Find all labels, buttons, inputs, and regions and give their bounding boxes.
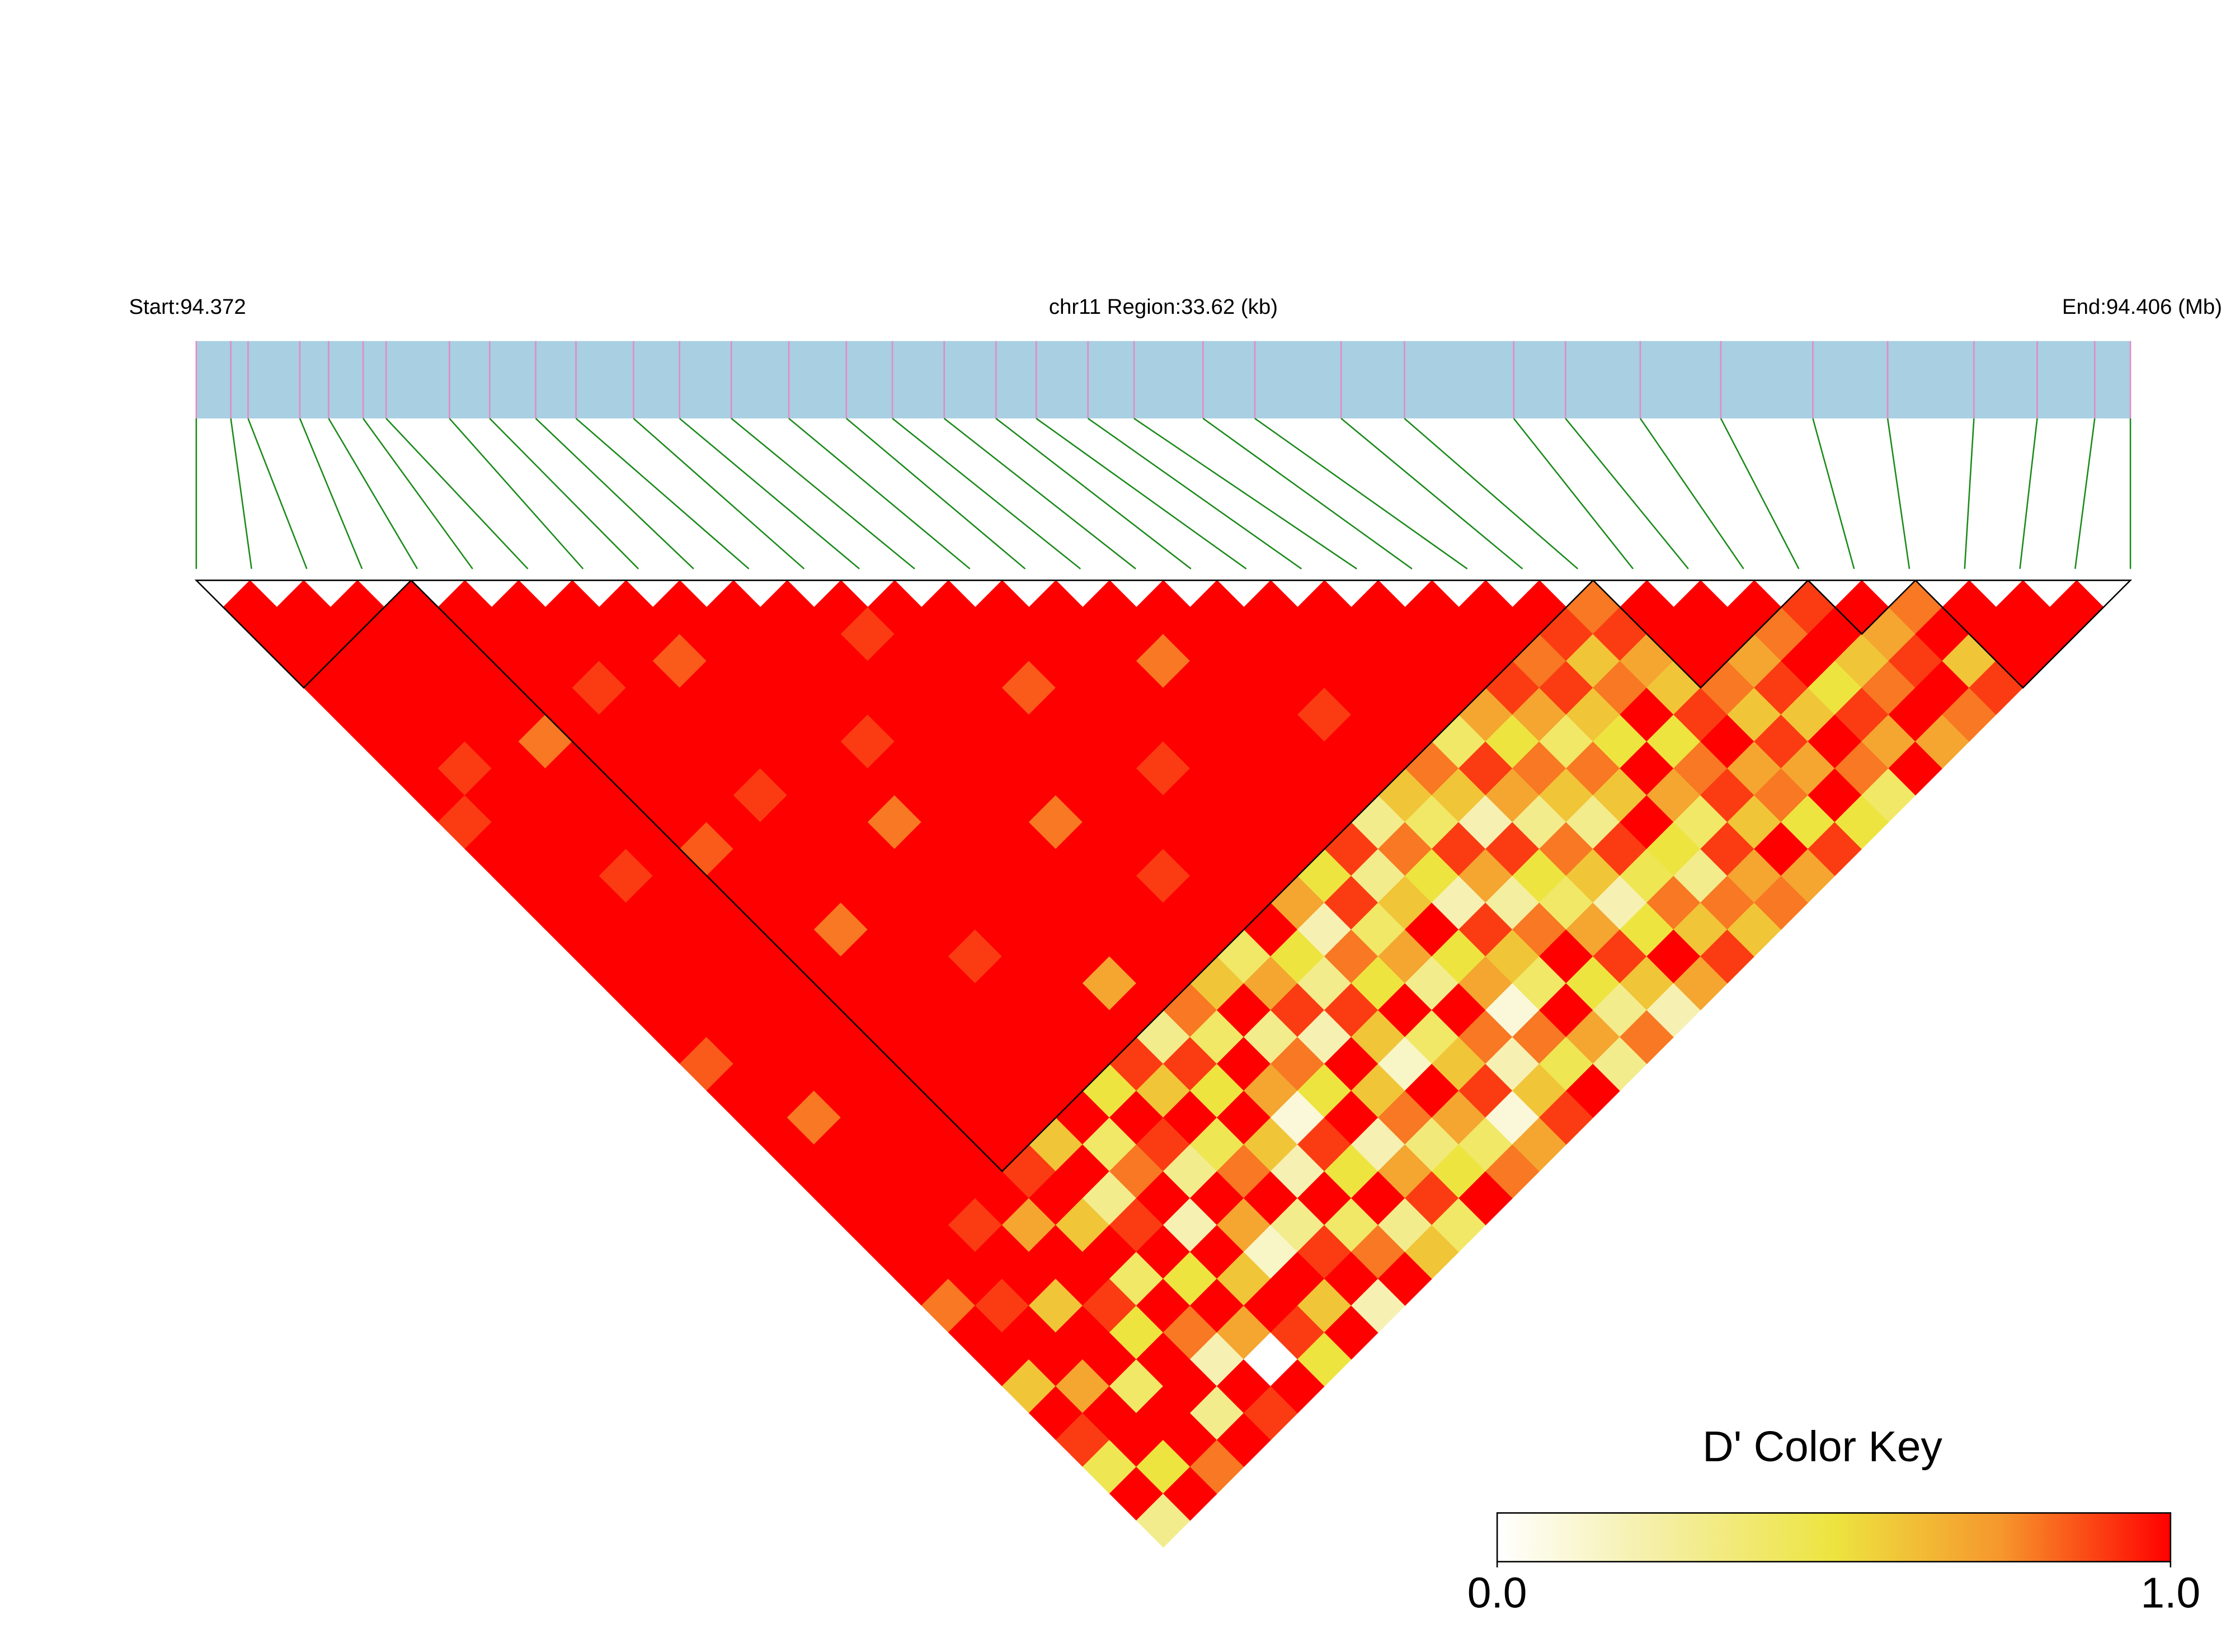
snp-connector [449,418,584,570]
ld-matrix [223,580,2104,1548]
snp-connector [1565,418,1689,570]
snp-connector [1964,418,1975,569]
snp-connector [1254,417,1468,570]
ld-block [1591,580,1810,689]
key-tick-label: 1.0 [2140,1569,2200,1617]
snp-connector [995,417,1192,570]
color-key [1496,1512,2172,1562]
snp-connector [575,417,750,570]
region-bar [196,341,2131,418]
snp-connector [1133,417,1357,570]
key-title: D' Color Key [1702,1423,1942,1471]
end-label: End:94.406 (Mb) [2062,295,2222,319]
snp-connector [1513,418,1634,570]
snp-connector [247,418,308,570]
snp-connector [1812,418,1855,570]
start-label: Start:94.372 [129,295,246,319]
ld-block [1806,580,1918,636]
snp-connector [1720,418,1800,570]
snp-connector [1036,417,1247,570]
snp-connector [230,418,252,569]
snp-connector [2019,418,2038,569]
snp-connector [1404,417,1579,570]
region-label: chr11 Region:33.62 (kb) [1049,295,1278,319]
key-tick-label: 0.0 [1467,1569,1527,1617]
ld-block [409,580,1595,1173]
snp-connector [489,418,639,570]
snp-connector [2074,418,2096,569]
snp-connector [846,417,1026,570]
ld-block [194,580,413,689]
snp-connector [943,417,1136,570]
snp-connector [679,417,860,570]
snp-connector [363,418,473,570]
snp-connector [1886,418,1911,570]
snp-connector [1639,418,1744,570]
snp-connector [1088,417,1302,570]
snp-connector [385,418,529,570]
snp-connector [1340,417,1523,570]
snp-connector [788,417,971,570]
ld-block [1913,580,2133,689]
snp-connector [535,417,694,570]
snp-connector [328,418,418,570]
snp-connector [1202,417,1413,570]
snp-connector [633,417,805,570]
snp-connector [892,417,1081,570]
snp-connector [731,417,915,570]
snp-connector [299,418,363,570]
